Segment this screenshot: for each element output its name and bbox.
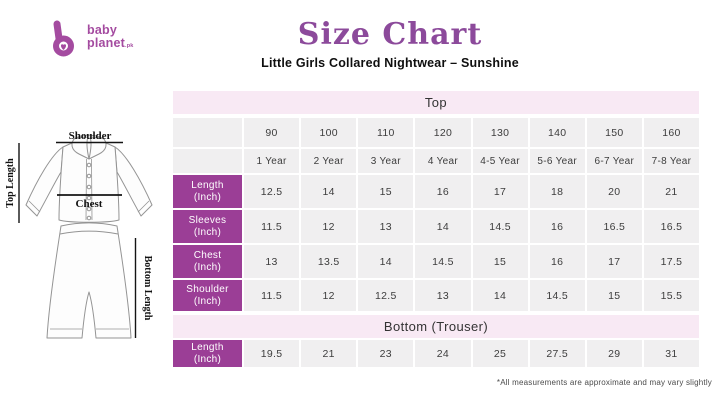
value-cell: 21 (643, 175, 699, 208)
size-header-cell: 160 (643, 118, 699, 147)
shoulder-label: Shoulder (69, 130, 112, 142)
row-label-unit: (Inch) (193, 226, 222, 238)
bottom-size-table: Length (Inch) 19.5 21 23 24 25 27.5 29 31 (173, 340, 699, 367)
value-cell: 16 (529, 245, 585, 278)
value-cell: 23 (358, 340, 414, 367)
chest-label: Chest (76, 198, 103, 210)
age-header-cell: 7-8 Year (643, 149, 699, 173)
top-length-label: Top Length (5, 158, 16, 208)
value-cell: 14 (301, 175, 357, 208)
value-cell: 16.5 (643, 210, 699, 243)
value-cell: 17 (472, 175, 528, 208)
shirt-right-sleeve (114, 146, 153, 217)
value-cell: 12.5 (358, 280, 414, 311)
value-cell: 25 (472, 340, 528, 367)
size-tables: Top 90 100 110 120 130 140 150 160 1 Year 2 Year 3… (173, 91, 699, 367)
value-cell: 13 (415, 280, 471, 311)
value-cell: 15 (586, 280, 642, 311)
size-header-cell: 130 (472, 118, 528, 147)
row-label-unit: (Inch) (193, 353, 222, 365)
size-header-cell: 120 (415, 118, 471, 147)
value-cell: 13.5 (301, 245, 357, 278)
row-label-cell: Shoulder (Inch) (173, 280, 242, 311)
brand-tld: .pk (125, 43, 134, 50)
row-label-cell: Chest (Inch) (173, 245, 242, 278)
corner-cell (173, 149, 242, 173)
value-cell: 14.5 (529, 280, 585, 311)
value-cell: 12.5 (244, 175, 300, 208)
brand-word-planet: planet.pk (87, 36, 134, 51)
value-cell: 13 (358, 210, 414, 243)
size-header-cell: 100 (301, 118, 357, 147)
age-header-cell: 4 Year (415, 149, 471, 173)
age-header-cell: 2 Year (301, 149, 357, 173)
value-cell: 18 (529, 175, 585, 208)
value-cell: 17.5 (643, 245, 699, 278)
value-cell: 15 (472, 245, 528, 278)
value-cell: 31 (643, 340, 699, 367)
size-header-cell: 150 (586, 118, 642, 147)
age-header-cell: 1 Year (244, 149, 300, 173)
row-label-unit: (Inch) (193, 191, 222, 203)
brand-logo-b-icon (53, 20, 74, 57)
value-cell: 21 (301, 340, 357, 367)
row-label-text: Chest (193, 249, 222, 261)
value-cell: 17 (586, 245, 642, 278)
top-section-header: Top (173, 91, 699, 114)
value-cell: 15.5 (643, 280, 699, 311)
value-cell: 14 (472, 280, 528, 311)
value-cell: 16.5 (586, 210, 642, 243)
page-title: Size Chart (297, 17, 483, 52)
age-header-cell: 5-6 Year (529, 149, 585, 173)
row-label-text: Length (191, 179, 224, 191)
brand-wordmark: baby planet.pk (87, 18, 134, 50)
age-header-cell: 3 Year (358, 149, 414, 173)
row-label-cell: Length (Inch) (173, 340, 242, 367)
top-size-table: 90 100 110 120 130 140 150 160 1 Year 2 Year 3 Yea… (173, 118, 699, 311)
value-cell: 14 (415, 210, 471, 243)
value-cell: 14.5 (472, 210, 528, 243)
row-label-unit: (Inch) (193, 295, 222, 307)
value-cell: 13 (244, 245, 300, 278)
value-cell: 14 (358, 245, 414, 278)
value-cell: 11.5 (244, 280, 300, 311)
value-cell: 27.5 (529, 340, 585, 367)
trousers-outline (46, 222, 132, 339)
value-cell: 12 (301, 280, 357, 311)
age-header-cell: 6-7 Year (586, 149, 642, 173)
footnote: *All measurements are approximate and ma… (496, 378, 712, 387)
shirt-left-sleeve (25, 146, 64, 217)
row-label-text: Shoulder (186, 283, 229, 295)
value-cell: 14.5 (415, 245, 471, 278)
value-cell: 16 (529, 210, 585, 243)
row-label-cell: Sleeves (Inch) (173, 210, 242, 243)
age-header-cell: 4-5 Year (472, 149, 528, 173)
bottom-length-label: Bottom Length (142, 256, 153, 321)
brand-word-baby: baby (87, 23, 117, 37)
value-cell: 15 (358, 175, 414, 208)
row-label-text: Length (191, 341, 224, 353)
brand-logo: baby planet.pk (46, 18, 134, 58)
value-cell: 24 (415, 340, 471, 367)
value-cell: 16 (415, 175, 471, 208)
row-label-cell: Length (Inch) (173, 175, 242, 208)
value-cell: 20 (586, 175, 642, 208)
page-subtitle: Little Girls Collared Nightwear – Sunshi… (261, 56, 519, 70)
value-cell: 12 (301, 210, 357, 243)
row-label-text: Sleeves (188, 214, 227, 226)
value-cell: 19.5 (244, 340, 300, 367)
size-header-cell: 140 (529, 118, 585, 147)
row-label-unit: (Inch) (193, 261, 222, 273)
size-header-cell: 110 (358, 118, 414, 147)
value-cell: 11.5 (244, 210, 300, 243)
bottom-section-header: Bottom (Trouser) (173, 315, 699, 338)
garment-diagram-svg: Shoulder Top Length Chest Bottom Length (5, 130, 153, 339)
size-header-cell: 90 (244, 118, 300, 147)
heart-icon (60, 44, 67, 50)
value-cell: 29 (586, 340, 642, 367)
corner-cell (173, 118, 242, 147)
garment-diagram: Shoulder Top Length Chest Bottom Length (5, 112, 170, 370)
